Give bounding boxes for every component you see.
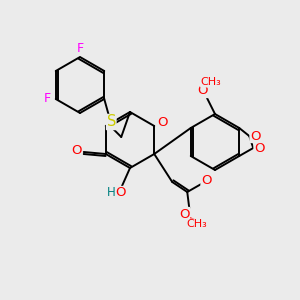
Text: O: O bbox=[198, 85, 208, 98]
Text: O: O bbox=[254, 142, 265, 154]
Text: CH₃: CH₃ bbox=[201, 77, 221, 87]
Text: O: O bbox=[71, 145, 82, 158]
Text: O: O bbox=[201, 175, 211, 188]
Text: H: H bbox=[106, 187, 116, 200]
Text: O: O bbox=[250, 130, 260, 142]
Text: F: F bbox=[44, 92, 51, 106]
Text: S: S bbox=[106, 115, 116, 130]
Text: O: O bbox=[115, 187, 125, 200]
Text: F: F bbox=[76, 43, 84, 56]
Text: CH₃: CH₃ bbox=[187, 219, 208, 229]
Text: O: O bbox=[179, 208, 190, 220]
Text: O: O bbox=[157, 116, 167, 130]
